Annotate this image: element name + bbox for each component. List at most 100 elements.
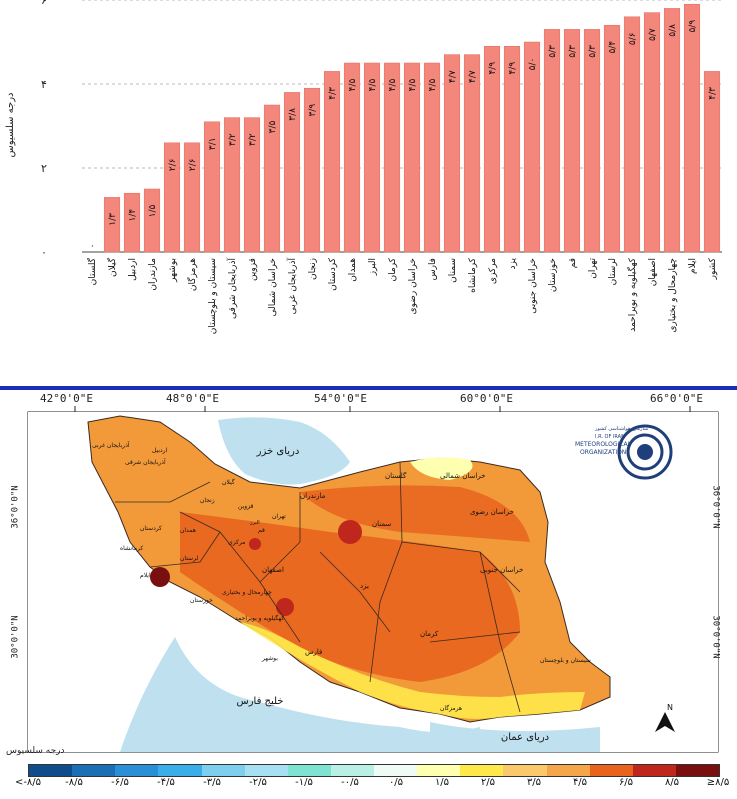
- bar: [203, 121, 221, 253]
- category-label: کرمان: [388, 257, 398, 281]
- legend-label: ۱/۵: [434, 777, 450, 788]
- category-label: کرمانشاه: [468, 257, 478, 293]
- province-label-chaharmahal: چهارمحال و بختیاری: [222, 589, 272, 596]
- category-label: گلستان: [86, 257, 98, 285]
- bar-value-label: ۴/۵: [408, 78, 418, 91]
- category-label: اردبیل: [128, 258, 138, 281]
- coord-right-36N: 36°0'0"N: [710, 485, 721, 529]
- category-label: قزوین: [248, 258, 258, 281]
- bar-value-label: ۵/۳: [588, 45, 598, 58]
- bar: [363, 62, 381, 253]
- category-label: چهارمحال و بختیاری: [668, 258, 678, 333]
- legend-swatch: [29, 765, 73, 776]
- bar-value-label: ۵/۶: [628, 32, 638, 45]
- bar-value-label: ۳/۱: [208, 137, 218, 150]
- category-label: کهگیلویه و بویراحمد: [626, 257, 638, 331]
- bar-value-label: ۵/۷: [648, 28, 658, 41]
- province-borders: [115, 461, 521, 713]
- legend-swatch: [330, 765, 374, 776]
- category-label: مازندران: [148, 258, 158, 291]
- north-arrow: N: [655, 703, 675, 732]
- legend-swatch: [675, 765, 719, 776]
- y-axis-title: درجه سلسیوس: [5, 92, 16, 157]
- category-label: همدان: [348, 258, 358, 282]
- bar: [543, 29, 561, 253]
- category-label: خراسان رضوی: [408, 258, 418, 314]
- province-label-lorestan: لرستان: [180, 555, 198, 562]
- category-label: ایلام: [688, 258, 698, 274]
- legend-label: -۶/۵: [111, 777, 129, 788]
- bar: [663, 8, 681, 253]
- bar: [483, 45, 501, 253]
- coord-top-66E: 66°0'0"E: [650, 392, 703, 405]
- legend-label: ۸/۵: [664, 777, 680, 788]
- coord-top-54E: 54°0'0"E: [314, 392, 367, 405]
- bar-value-label: ۳/۲: [248, 133, 258, 146]
- coastal-band: [240, 622, 585, 719]
- legend-swatch: [632, 765, 676, 776]
- bar: [283, 92, 301, 253]
- legend-swatch: [287, 765, 331, 776]
- province-label-qazvin: قزوین: [238, 503, 253, 510]
- province-label-north-khorasan: خراسان شمالی: [440, 472, 486, 480]
- bar-value-label: ۴/۳: [708, 87, 718, 100]
- legend-label: ۳/۵: [526, 777, 542, 788]
- category-label: سمنان: [448, 258, 458, 283]
- legend-label: -۲/۵: [249, 777, 267, 788]
- legend-label: ۲/۵: [480, 777, 496, 788]
- map-svg: دریای خزر خلیج فارس دریای عمان گلستان خر…: [27, 406, 719, 753]
- province-label-kurdistan: کردستان: [140, 525, 162, 532]
- bar-value-label: ۲/۶: [168, 158, 178, 171]
- bar-value-label: ۴/۷: [468, 70, 478, 83]
- coord-top-48E: 48°0'0"E: [166, 392, 219, 405]
- category-label: سیستان و بلوچستان: [208, 258, 218, 334]
- legend-swatch: [72, 765, 116, 776]
- province-label-golestan: گلستان: [385, 471, 407, 480]
- bar-value-label: ۴/۷: [448, 70, 458, 83]
- legend-label: -۱/۵: [295, 777, 313, 788]
- legend-label: <-۸/۵: [14, 777, 42, 788]
- legend-label: -۸/۵: [65, 777, 83, 788]
- bar: [103, 197, 121, 253]
- province-label-semnan: سمنان: [372, 520, 391, 528]
- legend-swatch: [244, 765, 288, 776]
- bar: [603, 24, 621, 253]
- bar-value-label: ۴/۹: [508, 62, 518, 75]
- category-label: کشور: [708, 257, 718, 280]
- category-label: خراسان جنوبی: [528, 258, 538, 314]
- category-label: البرز: [368, 258, 378, 276]
- bar-value-label: ۴/۵: [428, 78, 438, 91]
- bar: [443, 54, 461, 253]
- bar-chart: درجه سلسیوس ۰ ۲ ۴ ۶ ۰ گلستان ۱/۳ گیلان ۱/۴ اردبیل…: [5, 0, 722, 334]
- temperature-anomaly-map: دریای خزر خلیج فارس دریای عمان گلستان خر…: [0, 392, 737, 795]
- province-label-west-azar: آذربایجان غربی: [92, 440, 130, 449]
- bar: [503, 45, 521, 253]
- logo-line-4: ORGANIZATION: [580, 449, 626, 456]
- category-label: تهران: [588, 258, 598, 279]
- bar-value-label: ۴/۵: [368, 78, 378, 91]
- province-label-zanjan: زنجان: [200, 497, 215, 504]
- category-label: هرمزگان: [186, 258, 198, 291]
- bar: [583, 29, 601, 253]
- legend-swatch: [201, 765, 245, 776]
- bar: [243, 117, 261, 253]
- bar: [343, 62, 361, 253]
- bar-value-label: ۱/۵: [148, 204, 158, 217]
- legend-label: ۶/۵: [618, 777, 634, 788]
- category-label: یزد: [508, 258, 518, 270]
- bar: [143, 188, 161, 253]
- bar: [643, 12, 661, 253]
- category-label: مرکزی: [488, 258, 498, 284]
- bar-value-label: ۴/۵: [348, 78, 358, 91]
- coordinate-ticks: [74, 406, 691, 412]
- extreme-spot: [276, 598, 294, 616]
- province-label-bushehr: بوشهر: [261, 655, 278, 662]
- coord-left-30N: 30°0'0"N: [10, 615, 21, 659]
- province-label-tehran: تهران: [272, 513, 286, 520]
- category-label: آذربایجان غربی: [286, 258, 298, 315]
- legend-label: -۳/۵: [203, 777, 221, 788]
- bar-value-label: ۰: [88, 244, 98, 249]
- province-label-south-khorasan: خراسان جنوبی: [480, 566, 523, 574]
- bar-value-label: ۵/۳: [568, 45, 578, 58]
- province-label-kohgiluyeh: کهگیلویه و بویراحمد: [235, 614, 284, 622]
